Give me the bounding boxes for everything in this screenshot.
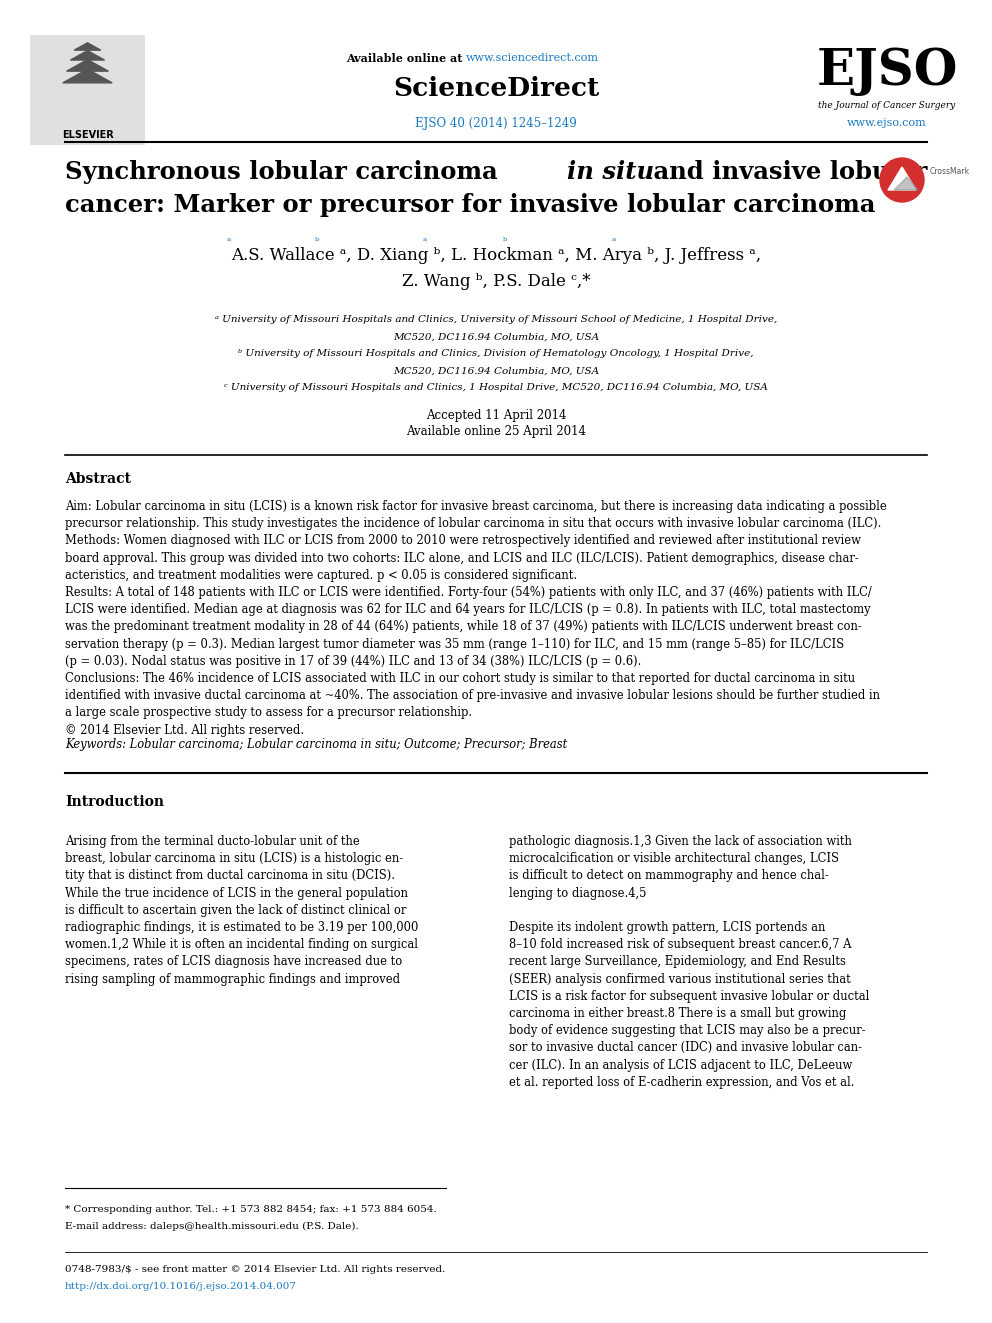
Text: ᵇ University of Missouri Hospitals and Clinics, Division of Hematology Oncology,: ᵇ University of Missouri Hospitals and C… — [238, 349, 754, 359]
Polygon shape — [74, 42, 101, 50]
Text: www.ejso.com: www.ejso.com — [847, 118, 927, 128]
Polygon shape — [62, 69, 112, 83]
Text: Available online at: Available online at — [346, 53, 466, 64]
Text: Available online 25 April 2014: Available online 25 April 2014 — [406, 426, 586, 438]
Text: ᵇ: ᵇ — [503, 237, 507, 247]
Bar — [30, 34, 145, 146]
Text: ᵃ: ᵃ — [227, 237, 231, 247]
Circle shape — [880, 157, 924, 202]
Text: pathologic diagnosis.1,3 Given the lack of association with
microcalcification o: pathologic diagnosis.1,3 Given the lack … — [509, 835, 869, 1089]
Text: ᵃ University of Missouri Hospitals and Clinics, University of Missouri School of: ᵃ University of Missouri Hospitals and C… — [215, 315, 777, 324]
Text: 0748-7983/$ - see front matter © 2014 Elsevier Ltd. All rights reserved.: 0748-7983/$ - see front matter © 2014 El… — [65, 1265, 445, 1274]
Polygon shape — [894, 177, 918, 191]
Text: A.S. Wallace ᵃ, D. Xiang ᵇ, L. Hockman ᵃ, M. Arya ᵇ, J. Jeffress ᵃ,: A.S. Wallace ᵃ, D. Xiang ᵇ, L. Hockman ᵃ… — [231, 246, 761, 263]
Text: ELSEVIER: ELSEVIER — [62, 130, 113, 140]
Text: www.sciencedirect.com: www.sciencedirect.com — [466, 53, 599, 64]
Text: cancer: Marker or precursor for invasive lobular carcinoma: cancer: Marker or precursor for invasive… — [65, 193, 875, 217]
Text: Abstract: Abstract — [65, 472, 131, 486]
Text: http://dx.doi.org/10.1016/j.ejso.2014.04.007: http://dx.doi.org/10.1016/j.ejso.2014.04… — [65, 1282, 297, 1291]
Text: ᵃ: ᵃ — [423, 237, 428, 247]
Text: in situ: in situ — [567, 160, 654, 184]
Text: and invasive lobular: and invasive lobular — [645, 160, 928, 184]
Text: EJSO: EJSO — [816, 48, 957, 97]
Text: Synchronous lobular carcinoma: Synchronous lobular carcinoma — [65, 160, 506, 184]
Text: Accepted 11 April 2014: Accepted 11 April 2014 — [426, 409, 566, 422]
Text: ᵃ: ᵃ — [612, 237, 616, 247]
Polygon shape — [70, 50, 104, 60]
Text: Introduction: Introduction — [65, 795, 164, 808]
Text: * Corresponding author. Tel.: +1 573 882 8454; fax: +1 573 884 6054.: * Corresponding author. Tel.: +1 573 882… — [65, 1205, 436, 1215]
Text: ᵇ: ᵇ — [315, 237, 319, 247]
Text: MC520, DC116.94 Columbia, MO, USA: MC520, DC116.94 Columbia, MO, USA — [393, 332, 599, 341]
Text: MC520, DC116.94 Columbia, MO, USA: MC520, DC116.94 Columbia, MO, USA — [393, 366, 599, 376]
Text: Z. Wang ᵇ, P.S. Dale ᶜ,*: Z. Wang ᵇ, P.S. Dale ᶜ,* — [402, 274, 590, 291]
Text: Arising from the terminal ducto-lobular unit of the
breast, lobular carcinoma in: Arising from the terminal ducto-lobular … — [65, 835, 419, 986]
Polygon shape — [66, 60, 108, 71]
Text: the Journal of Cancer Surgery: the Journal of Cancer Surgery — [818, 101, 955, 110]
Text: ScienceDirect: ScienceDirect — [393, 75, 599, 101]
Text: CrossMark: CrossMark — [930, 168, 970, 176]
Text: Keywords: Lobular carcinoma; Lobular carcinoma in situ; Outcome; Precursor; Brea: Keywords: Lobular carcinoma; Lobular car… — [65, 738, 567, 751]
Text: EJSO 40 (2014) 1245–1249: EJSO 40 (2014) 1245–1249 — [415, 116, 577, 130]
Text: E-mail address: daleps@health.missouri.edu (P.S. Dale).: E-mail address: daleps@health.missouri.e… — [65, 1222, 359, 1232]
Polygon shape — [888, 167, 916, 191]
Text: Aim: Lobular carcinoma in situ (LCIS) is a known risk factor for invasive breast: Aim: Lobular carcinoma in situ (LCIS) is… — [65, 500, 887, 737]
Text: ᶜ University of Missouri Hospitals and Clinics, 1 Hospital Drive, MC520, DC116.9: ᶜ University of Missouri Hospitals and C… — [224, 384, 768, 393]
